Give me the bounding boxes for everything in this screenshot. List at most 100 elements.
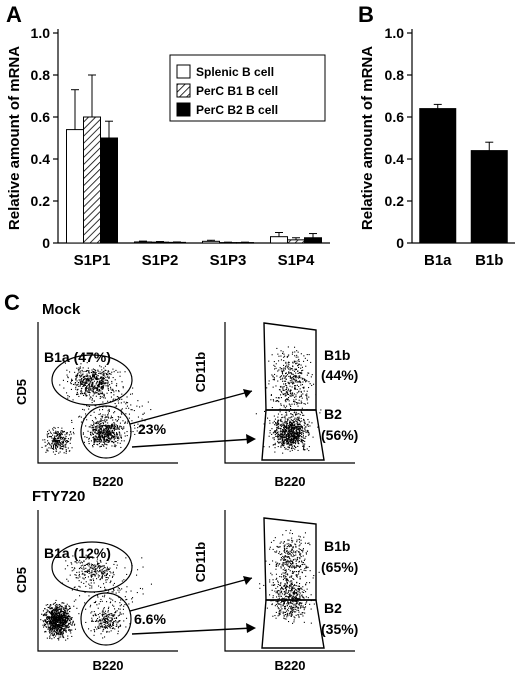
- event-dot: [318, 571, 320, 573]
- event-dot: [279, 594, 281, 596]
- event-dot: [303, 390, 305, 392]
- event-dot: [58, 615, 60, 617]
- event-dot: [56, 434, 58, 436]
- event-dot: [76, 380, 78, 382]
- event-dot: [102, 430, 104, 432]
- event-dot: [83, 578, 85, 580]
- event-dot: [277, 353, 279, 355]
- event-dot: [94, 405, 96, 407]
- event-dot: [292, 552, 294, 554]
- event-dot: [98, 432, 100, 434]
- event-dot: [280, 433, 282, 435]
- event-dot: [91, 427, 93, 429]
- event-dot: [80, 381, 82, 383]
- event-dot: [55, 624, 57, 626]
- event-dot: [289, 594, 291, 596]
- event-dot: [292, 591, 294, 593]
- event-dot: [100, 569, 102, 571]
- event-dot: [277, 419, 279, 421]
- event-dot: [110, 621, 112, 623]
- event-dot: [296, 603, 298, 605]
- event-dot: [67, 395, 69, 397]
- event-dot: [128, 603, 130, 605]
- event-dot: [291, 550, 293, 552]
- event-dot: [98, 393, 100, 395]
- event-dot: [63, 617, 65, 619]
- event-dot: [288, 566, 290, 568]
- event-dot: [108, 568, 110, 570]
- event-dot: [93, 443, 95, 445]
- event-dot: [89, 381, 91, 383]
- event-dot: [303, 424, 305, 426]
- event-dot: [88, 384, 90, 386]
- event-dot: [279, 610, 281, 612]
- event-dot: [62, 631, 64, 633]
- event-dot: [282, 429, 284, 431]
- event-dot: [286, 412, 288, 414]
- event-dot: [45, 604, 47, 606]
- event-dot: [295, 413, 297, 415]
- event-dot: [286, 429, 288, 431]
- event-dot: [281, 436, 283, 438]
- fty-b1a-label: B1a (12%): [44, 545, 111, 561]
- event-dot: [284, 590, 286, 592]
- event-dot: [273, 437, 275, 439]
- event-dot: [118, 597, 120, 599]
- event-dot: [55, 441, 57, 443]
- event-dot: [292, 572, 294, 574]
- event-dot: [121, 381, 123, 383]
- event-dot: [105, 406, 107, 408]
- event-dot: [279, 542, 281, 544]
- event-dot: [104, 383, 106, 385]
- event-dot: [65, 611, 67, 613]
- event-dot: [98, 393, 100, 395]
- event-dot: [102, 376, 104, 378]
- event-dot: [289, 550, 291, 552]
- event-dot: [78, 613, 80, 615]
- event-dot: [102, 637, 104, 639]
- event-dot: [288, 410, 290, 412]
- event-dot: [103, 385, 105, 387]
- event-dot: [297, 614, 299, 616]
- event-dot: [112, 614, 114, 616]
- event-dot: [96, 573, 98, 575]
- event-dot: [112, 417, 114, 419]
- event-dot: [58, 619, 60, 621]
- event-dot: [279, 433, 281, 435]
- event-dot: [105, 376, 107, 378]
- event-dot: [92, 615, 94, 617]
- event-dot: [285, 395, 287, 397]
- event-dot: [104, 610, 106, 612]
- event-dot: [287, 439, 289, 441]
- event-dot: [115, 612, 117, 614]
- event-dot: [292, 373, 294, 375]
- event-dot: [93, 437, 95, 439]
- event-dot: [110, 434, 112, 436]
- event-dot: [108, 433, 110, 435]
- event-dot: [270, 600, 272, 602]
- event-dot: [58, 612, 60, 614]
- event-dot: [50, 610, 52, 612]
- event-dot: [103, 617, 105, 619]
- event-dot: [61, 602, 63, 604]
- event-dot: [303, 589, 305, 591]
- event-dot: [285, 590, 287, 592]
- event-dot: [301, 442, 303, 444]
- event-dot: [100, 625, 102, 627]
- event-dot: [58, 629, 60, 631]
- event-dot: [120, 613, 122, 615]
- event-dot: [45, 631, 47, 633]
- event-dot: [87, 564, 89, 566]
- event-dot: [113, 563, 115, 565]
- event-dot: [287, 442, 289, 444]
- event-dot: [131, 420, 133, 422]
- event-dot: [299, 596, 301, 598]
- event-dot: [291, 373, 293, 375]
- event-dot: [107, 623, 109, 625]
- event-dot: [300, 411, 302, 413]
- event-dot: [93, 374, 95, 376]
- event-dot: [298, 545, 300, 547]
- event-dot: [100, 427, 102, 429]
- event-dot: [284, 597, 286, 599]
- event-dot: [117, 428, 119, 430]
